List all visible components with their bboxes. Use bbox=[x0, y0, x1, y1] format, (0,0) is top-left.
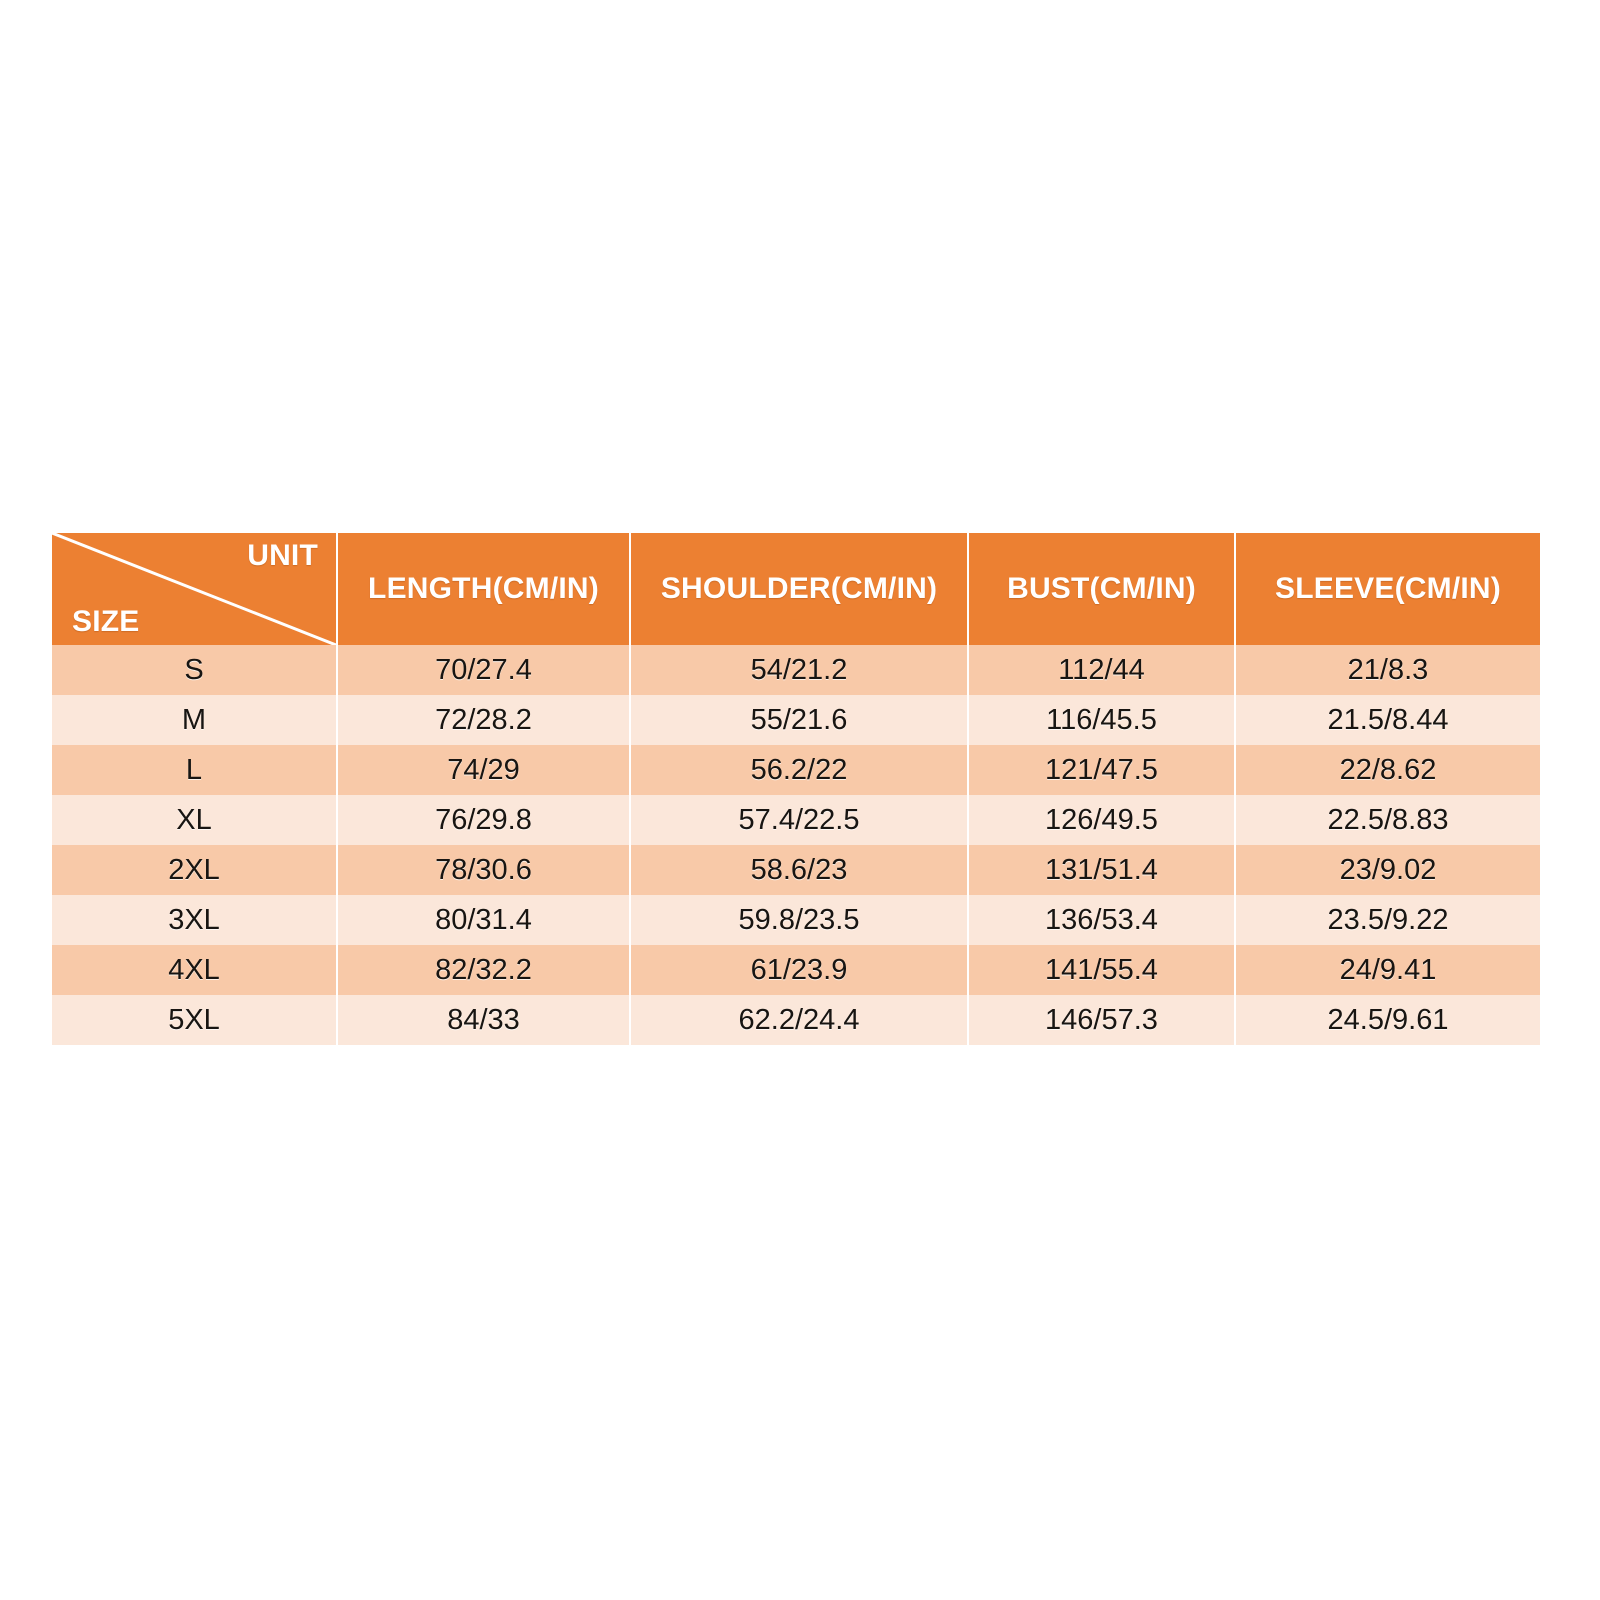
cell-length: 74/29 bbox=[337, 745, 631, 795]
cell-size: L bbox=[52, 745, 338, 795]
table-row: 4XL 82/32.2 61/23.9 141/55.4 24/9.41 bbox=[52, 945, 1540, 995]
cell-bust: 131/51.4 bbox=[968, 845, 1236, 895]
cell-sleeve: 22/8.62 bbox=[1235, 745, 1540, 795]
header-col-shoulder: SHOULDER(CM/IN) bbox=[630, 533, 969, 645]
cell-sleeve: 23/9.02 bbox=[1235, 845, 1540, 895]
header-size-label: SIZE bbox=[72, 605, 140, 638]
cell-shoulder: 55/21.6 bbox=[630, 695, 969, 745]
cell-shoulder: 61/23.9 bbox=[630, 945, 969, 995]
header-corner-unit-size: UNIT SIZE bbox=[52, 533, 338, 645]
table-row: 2XL 78/30.6 58.6/23 131/51.4 23/9.02 bbox=[52, 845, 1540, 895]
cell-sleeve: 21.5/8.44 bbox=[1235, 695, 1540, 745]
table-row: S 70/27.4 54/21.2 112/44 21/8.3 bbox=[52, 645, 1540, 695]
size-chart-table: UNIT SIZE LENGTH(CM/IN) SHOULDER(CM/IN) … bbox=[52, 533, 1540, 1045]
table-row: 3XL 80/31.4 59.8/23.5 136/53.4 23.5/9.22 bbox=[52, 895, 1540, 945]
cell-length: 80/31.4 bbox=[337, 895, 631, 945]
cell-sleeve: 22.5/8.83 bbox=[1235, 795, 1540, 845]
cell-length: 84/33 bbox=[337, 995, 631, 1045]
cell-bust: 116/45.5 bbox=[968, 695, 1236, 745]
cell-length: 70/27.4 bbox=[337, 645, 631, 695]
cell-size: S bbox=[52, 645, 338, 695]
cell-sleeve: 21/8.3 bbox=[1235, 645, 1540, 695]
header-col-sleeve: SLEEVE(CM/IN) bbox=[1235, 533, 1540, 645]
cell-size: XL bbox=[52, 795, 338, 845]
cell-bust: 141/55.4 bbox=[968, 945, 1236, 995]
cell-shoulder: 57.4/22.5 bbox=[630, 795, 969, 845]
cell-size: 5XL bbox=[52, 995, 338, 1045]
header-unit-label: UNIT bbox=[247, 539, 318, 572]
cell-sleeve: 23.5/9.22 bbox=[1235, 895, 1540, 945]
cell-sleeve: 24.5/9.61 bbox=[1235, 995, 1540, 1045]
cell-size: 2XL bbox=[52, 845, 338, 895]
cell-size: M bbox=[52, 695, 338, 745]
header-row: UNIT SIZE LENGTH(CM/IN) SHOULDER(CM/IN) … bbox=[52, 533, 1540, 645]
cell-length: 82/32.2 bbox=[337, 945, 631, 995]
header-col-bust: BUST(CM/IN) bbox=[968, 533, 1236, 645]
cell-shoulder: 58.6/23 bbox=[630, 845, 969, 895]
cell-length: 76/29.8 bbox=[337, 795, 631, 845]
table-row: L 74/29 56.2/22 121/47.5 22/8.62 bbox=[52, 745, 1540, 795]
table-row: 5XL 84/33 62.2/24.4 146/57.3 24.5/9.61 bbox=[52, 995, 1540, 1045]
cell-bust: 121/47.5 bbox=[968, 745, 1236, 795]
table-row: M 72/28.2 55/21.6 116/45.5 21.5/8.44 bbox=[52, 695, 1540, 745]
cell-shoulder: 56.2/22 bbox=[630, 745, 969, 795]
table-body: S 70/27.4 54/21.2 112/44 21/8.3 M 72/28.… bbox=[52, 645, 1540, 1045]
cell-bust: 146/57.3 bbox=[968, 995, 1236, 1045]
header-col-length: LENGTH(CM/IN) bbox=[337, 533, 631, 645]
cell-size: 3XL bbox=[52, 895, 338, 945]
table-header: UNIT SIZE LENGTH(CM/IN) SHOULDER(CM/IN) … bbox=[52, 533, 1540, 645]
cell-bust: 112/44 bbox=[968, 645, 1236, 695]
table-row: XL 76/29.8 57.4/22.5 126/49.5 22.5/8.83 bbox=[52, 795, 1540, 845]
cell-shoulder: 62.2/24.4 bbox=[630, 995, 969, 1045]
cell-bust: 126/49.5 bbox=[968, 795, 1236, 845]
cell-shoulder: 59.8/23.5 bbox=[630, 895, 969, 945]
cell-length: 72/28.2 bbox=[337, 695, 631, 745]
cell-shoulder: 54/21.2 bbox=[630, 645, 969, 695]
cell-bust: 136/53.4 bbox=[968, 895, 1236, 945]
cell-sleeve: 24/9.41 bbox=[1235, 945, 1540, 995]
cell-size: 4XL bbox=[52, 945, 338, 995]
cell-length: 78/30.6 bbox=[337, 845, 631, 895]
